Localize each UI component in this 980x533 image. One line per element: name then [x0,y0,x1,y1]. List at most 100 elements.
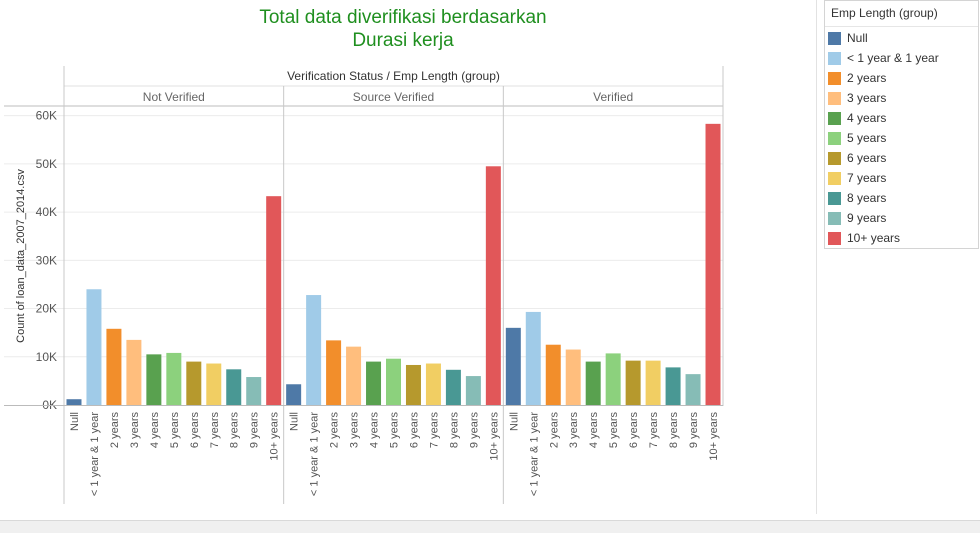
legend-label: 10+ years [847,231,901,245]
x-tick-label: 6 years [408,412,420,449]
legend-item[interactable]: 9 years [825,208,978,228]
y-tick-label: 50K [36,157,57,171]
sheet-tab-strip[interactable] [0,520,980,533]
legend-swatch [828,151,841,165]
bar [146,354,162,405]
bar [366,361,382,405]
panel-name: Verified [593,90,633,104]
bar [386,358,401,405]
panel-name: Source Verified [353,90,434,104]
legend-swatch [828,111,841,125]
bar [585,361,601,405]
chart-title-line-2: Durasi kerja [352,30,454,51]
y-tick-label: 20K [36,302,57,316]
legend-item[interactable]: 2 years [825,68,978,88]
legend-label: 6 years [847,151,887,165]
bar [206,363,222,405]
x-tick-label: 5 years [169,412,181,449]
legend-swatch [828,191,841,205]
legend-item[interactable]: 8 years [825,188,978,208]
bar [326,340,342,405]
x-tick-label: 6 years [189,412,201,449]
bar [186,361,202,405]
x-tick-label: 7 years [428,412,440,449]
header-label: Verification Status / Emp Length (group) [287,69,500,83]
y-axis-label: Count of loan_data_2007_2014.csv [15,169,27,343]
x-tick-label: 8 years [229,412,241,449]
x-tick-label: 10+ years [708,412,720,461]
legend-swatch [828,31,841,45]
legend-item[interactable]: 3 years [825,88,978,108]
y-tick-label: 10K [36,350,57,364]
bar [705,123,721,405]
legend-swatch [828,51,841,65]
legend-label: 9 years [847,211,887,225]
bar [126,339,142,405]
bar [66,399,82,405]
bar [106,328,122,405]
legend-item[interactable]: 5 years [825,128,978,148]
y-tick-label: 60K [36,109,57,123]
x-tick-label: 2 years [329,412,341,449]
x-tick-label: 4 years [369,412,381,449]
legend-label: 4 years [847,111,887,125]
bar [286,384,302,405]
x-tick-label: < 1 year & 1 year [309,412,321,496]
x-tick-label: < 1 year & 1 year [89,412,101,496]
y-tick-label: 30K [36,253,57,267]
legend-swatch [828,91,841,105]
legend-item[interactable]: 6 years [825,148,978,168]
bar [505,327,521,405]
bar [166,352,182,405]
legend-label: < 1 year & 1 year [847,51,939,65]
x-tick-label: 3 years [349,412,361,449]
bar [565,349,581,405]
x-tick-label: 4 years [588,412,600,449]
legend-label: 8 years [847,191,887,205]
x-tick-label: 9 years [468,412,480,449]
x-tick-label: 6 years [628,412,640,449]
bar [545,344,561,405]
view-divider [816,0,817,514]
bar [306,295,322,405]
bar [625,360,641,405]
legend-label: 3 years [847,91,887,105]
legend-swatch [828,171,841,185]
legend-swatch [828,131,841,145]
legend-label: 2 years [847,71,887,85]
x-tick-label: 10+ years [269,412,281,461]
legend-item[interactable]: 7 years [825,168,978,188]
legend-items: Null < 1 year & 1 year 2 years 3 years 4 yea… [825,26,978,248]
x-tick-label: 8 years [448,412,460,449]
legend-swatch [828,71,841,85]
x-tick-label: 9 years [249,412,261,449]
legend-item[interactable]: < 1 year & 1 year [825,48,978,68]
chart-title-line-1: Total data diverifikasi berdasarkan [259,7,547,28]
legend-swatch [828,231,841,245]
bar [346,346,362,405]
bar [425,363,441,405]
x-tick-label: 7 years [648,412,660,449]
x-tick-label: 2 years [548,412,560,449]
bar [685,374,701,405]
bar [465,376,481,405]
bar [246,377,262,405]
x-tick-label: Null [69,412,81,431]
bar [445,369,461,405]
legend-item[interactable]: 10+ years [825,228,978,248]
bar-chart: Verification Status / Emp Length (group)… [4,66,724,504]
legend[interactable]: Emp Length (group) Null < 1 year & 1 year… [824,0,979,249]
legend-label: 7 years [847,171,887,185]
x-tick-label: Null [508,412,520,431]
legend-label: 5 years [847,131,887,145]
x-tick-label: 5 years [389,412,401,449]
x-tick-label: 2 years [109,412,121,449]
legend-item[interactable]: 4 years [825,108,978,128]
bar [645,360,661,405]
bar [405,364,421,405]
x-tick-label: 5 years [608,412,620,449]
x-tick-label: 10+ years [488,412,500,461]
bar [226,369,242,405]
bar [605,353,621,405]
legend-item[interactable]: Null [825,28,978,48]
